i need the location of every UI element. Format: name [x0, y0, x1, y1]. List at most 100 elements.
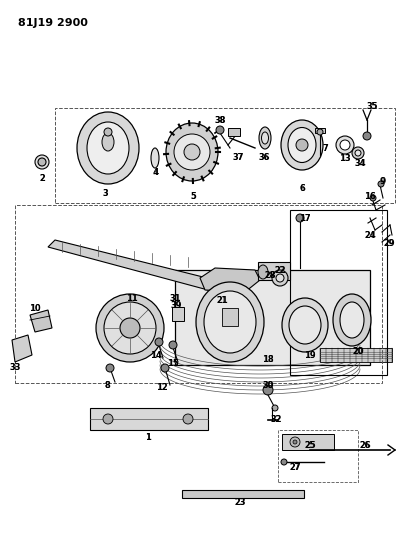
Circle shape	[271, 270, 287, 286]
Text: 11: 11	[126, 294, 138, 303]
Text: 14: 14	[150, 351, 162, 359]
Text: 18: 18	[262, 356, 273, 365]
Circle shape	[168, 341, 177, 349]
Text: 27: 27	[289, 464, 300, 472]
Text: 12: 12	[156, 384, 167, 392]
Text: 28: 28	[264, 271, 275, 279]
Text: 37: 37	[232, 152, 243, 161]
Text: 23: 23	[234, 498, 245, 507]
Text: 20: 20	[351, 348, 363, 357]
Text: 35: 35	[365, 101, 377, 110]
Ellipse shape	[196, 282, 263, 362]
Circle shape	[271, 405, 277, 411]
Circle shape	[275, 274, 284, 282]
Circle shape	[295, 139, 307, 151]
Circle shape	[377, 181, 383, 187]
Text: 16: 16	[363, 191, 375, 200]
Text: 38: 38	[214, 116, 225, 125]
Text: 29: 29	[382, 238, 394, 247]
Text: 18: 18	[262, 356, 273, 365]
Bar	[281, 434, 333, 450]
Text: 20: 20	[352, 348, 362, 357]
Text: 10: 10	[30, 303, 40, 312]
Circle shape	[369, 195, 375, 201]
Text: 22: 22	[274, 265, 285, 274]
Circle shape	[280, 459, 286, 465]
Text: 26: 26	[358, 440, 370, 449]
Text: 25: 25	[304, 440, 314, 449]
Text: 19: 19	[304, 351, 314, 359]
Circle shape	[351, 147, 363, 159]
Ellipse shape	[287, 127, 315, 163]
Ellipse shape	[151, 148, 159, 168]
Circle shape	[295, 214, 303, 222]
Circle shape	[161, 364, 168, 372]
Ellipse shape	[332, 294, 370, 346]
Text: 39: 39	[170, 301, 181, 310]
Text: 2: 2	[39, 174, 45, 182]
Text: 37: 37	[232, 152, 243, 161]
Bar	[175, 270, 369, 365]
Text: 39: 39	[170, 301, 181, 310]
Circle shape	[96, 294, 164, 362]
Text: 3: 3	[102, 189, 107, 198]
Text: 9: 9	[379, 176, 385, 185]
Circle shape	[38, 158, 46, 166]
Text: 27: 27	[288, 464, 300, 472]
Ellipse shape	[261, 132, 268, 144]
Ellipse shape	[203, 291, 256, 353]
Text: 25: 25	[303, 440, 315, 449]
Bar	[257, 262, 289, 280]
Ellipse shape	[281, 298, 327, 352]
Circle shape	[335, 136, 353, 154]
Text: 32: 32	[269, 416, 281, 424]
Bar	[90, 408, 207, 430]
Circle shape	[35, 155, 49, 169]
Text: 28: 28	[264, 271, 275, 279]
Text: 13: 13	[338, 154, 350, 163]
Text: 31: 31	[169, 294, 180, 303]
Circle shape	[215, 126, 224, 134]
Bar	[222, 308, 237, 326]
Text: 7: 7	[321, 143, 327, 152]
Text: 29: 29	[383, 238, 393, 247]
Text: 30: 30	[262, 381, 273, 390]
Ellipse shape	[288, 306, 320, 344]
Circle shape	[174, 134, 209, 170]
Text: 8: 8	[104, 381, 110, 390]
Bar	[228, 128, 239, 136]
Text: 35: 35	[366, 101, 376, 110]
Bar	[289, 210, 386, 375]
Bar	[172, 307, 183, 321]
Circle shape	[103, 414, 113, 424]
Circle shape	[104, 302, 156, 354]
Circle shape	[354, 150, 360, 156]
Text: 17: 17	[299, 214, 309, 222]
Ellipse shape	[77, 112, 139, 184]
Ellipse shape	[280, 120, 322, 170]
Circle shape	[262, 385, 272, 395]
Ellipse shape	[166, 123, 217, 181]
Circle shape	[289, 437, 299, 447]
Text: 24: 24	[363, 230, 375, 239]
Text: 1: 1	[145, 433, 151, 442]
Bar	[15, 205, 381, 383]
Text: 9: 9	[379, 176, 385, 185]
Polygon shape	[200, 268, 259, 292]
Text: 15: 15	[167, 359, 179, 368]
Circle shape	[362, 132, 370, 140]
Text: 5: 5	[190, 191, 196, 200]
Text: 22: 22	[273, 265, 285, 274]
Ellipse shape	[339, 302, 363, 338]
Text: 31: 31	[169, 294, 180, 303]
Ellipse shape	[257, 265, 267, 279]
Polygon shape	[48, 240, 215, 290]
Circle shape	[155, 338, 162, 346]
Text: 14: 14	[150, 351, 161, 359]
Ellipse shape	[87, 122, 129, 174]
Text: 34: 34	[353, 158, 365, 167]
Text: 12: 12	[156, 384, 167, 392]
Text: 11: 11	[126, 294, 137, 303]
Circle shape	[120, 318, 140, 338]
Bar	[277, 430, 357, 482]
